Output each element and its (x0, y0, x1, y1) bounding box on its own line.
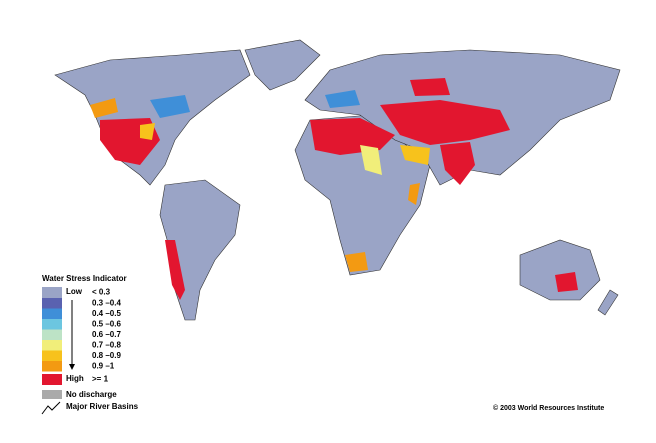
legend: Water Stress Indicator Low High Major Ri… (41, 274, 604, 415)
stress-area (380, 100, 510, 145)
legend-swatch (42, 329, 62, 340)
stress-area (325, 90, 360, 108)
legend-swatch (42, 361, 62, 372)
legend-label: 0.6 –0.7 (92, 330, 121, 339)
legend-swatch (42, 308, 62, 319)
legend-swatch (42, 340, 62, 351)
australia (519, 239, 601, 301)
basin-icon (41, 401, 61, 415)
legend-label: 0.3 –0.4 (92, 299, 121, 308)
stress-area (140, 123, 155, 140)
legend-label: 0.9 –1 (92, 362, 115, 371)
stress-area (310, 118, 395, 155)
legend-label: >= 1 (92, 375, 109, 384)
continents (54, 39, 621, 321)
stress-area (555, 272, 578, 292)
stress-area (150, 95, 190, 118)
stress-area (440, 142, 475, 185)
credit: © 2003 World Resources Institute (493, 404, 604, 412)
legend-title: Water Stress Indicator (42, 274, 127, 283)
legend-swatch (42, 287, 62, 298)
legend-label: No discharge (66, 390, 117, 399)
stress-area (90, 98, 118, 118)
legend-swatch (42, 298, 62, 309)
new-zealand (597, 289, 619, 316)
legend-label: 0.5 –0.6 (92, 320, 121, 329)
stress-area (345, 252, 368, 272)
legend-basins: Major River Basins (66, 402, 139, 411)
legend-label: < 0.3 (92, 288, 111, 297)
stress-areas (90, 78, 578, 300)
legend-swatch (42, 390, 62, 399)
legend-label: 0.7 –0.8 (92, 341, 121, 350)
stress-area (360, 145, 382, 175)
legend-label: 0.8 –0.9 (92, 351, 121, 360)
stress-area (410, 78, 450, 96)
legend-arrow-head (69, 364, 75, 370)
north-america (54, 49, 251, 186)
greenland (244, 39, 321, 91)
legend-swatch (42, 374, 62, 385)
stress-area (408, 183, 420, 205)
legend-high: High (66, 374, 84, 383)
stress-area (400, 145, 430, 165)
legend-label: 0.4 –0.5 (92, 309, 121, 318)
legend-swatch (42, 319, 62, 330)
legend-swatch (42, 350, 62, 361)
legend-low: Low (66, 287, 83, 296)
stress-area (165, 240, 185, 300)
